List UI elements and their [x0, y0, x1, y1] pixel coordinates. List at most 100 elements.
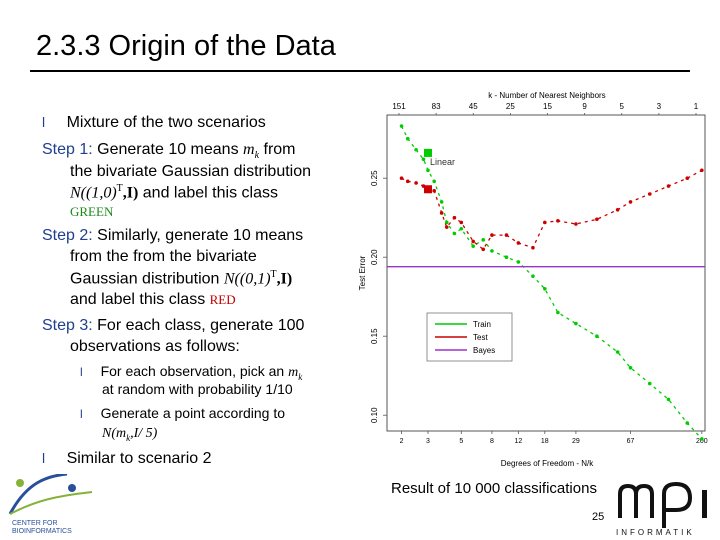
test-point [666, 184, 671, 188]
logo-text: INFORMATIK [616, 528, 695, 537]
sub2-line2: N(mk,I/ 5) [102, 424, 157, 443]
test-point [439, 211, 444, 215]
train-point [504, 255, 509, 259]
train-point [490, 249, 494, 253]
train-point [700, 437, 704, 441]
train-point [405, 136, 410, 141]
plot-frame [386, 114, 706, 432]
logo-swoosh [9, 491, 93, 515]
y-tick-label: 0.15 [370, 328, 379, 344]
series-layer [387, 124, 705, 441]
top-axis-title: k - Number of Nearest Neighbors [488, 91, 605, 100]
step2-line1: Step 2: Similarly, generate 10 means [42, 227, 303, 245]
test-point [481, 247, 486, 252]
test-point [685, 176, 690, 180]
x-tick-label: 2 [400, 438, 404, 445]
step2-line2: from the from the bivariate [70, 248, 257, 265]
knn-error-chart: k - Number of Nearest Neighbors 151 83 45 2… [358, 91, 708, 468]
step2-dist-i: ,I) [276, 270, 293, 288]
sub2-dist-rest: ,I/ 5) [130, 426, 158, 441]
train-point [421, 157, 426, 162]
step2-class-label: RED [209, 292, 236, 307]
chart-legend: Train Test Bayes [426, 312, 513, 362]
logo-dot [16, 479, 24, 487]
step2-line4: and label this class RED [70, 291, 236, 309]
step2-sup-t: T [270, 269, 277, 280]
bullet-item: l Similar to scenario 2 [42, 450, 212, 468]
step2-text-d: and label this class [70, 291, 210, 308]
step1-line1: Step 1: Generate 10 means mk from [42, 141, 296, 161]
train-point [595, 334, 599, 338]
test-point [399, 176, 404, 180]
train-point [666, 397, 671, 402]
step1-line3: N((1,0)T,I) and label this class [70, 183, 278, 202]
train-point [414, 147, 418, 152]
train-point [399, 124, 404, 128]
top-tick-label: 1 [694, 102, 699, 111]
test-point [595, 217, 599, 222]
test-point [405, 179, 410, 184]
bullet-item: l Mixture of the two scenarios [42, 114, 266, 132]
step2-text-c: Gaussian distribution [70, 270, 224, 288]
legend-label: Test [473, 333, 488, 342]
test-point [531, 245, 535, 250]
legend-label: Train [473, 320, 491, 329]
step1-var-m: m [243, 141, 255, 158]
logo-text: BIOINFORMATICS [12, 528, 72, 535]
test-point [700, 168, 704, 173]
sub1-line2: at random with probability 1/10 [102, 381, 293, 397]
step2-dist: N((0,1) [223, 270, 271, 288]
top-tick-label: 15 [543, 102, 552, 111]
train-point [615, 350, 620, 354]
x-tick-label: 8 [490, 438, 494, 445]
train-point [556, 310, 560, 315]
sub-bullet-2: l Generate a point according to [80, 405, 285, 421]
test-point [556, 219, 560, 223]
step1-line2: the bivariate Gaussian distribution [70, 163, 312, 180]
center-for-bioinformatics-logo: CENTER FOR BIOINFORMATICS [8, 474, 93, 535]
step3-text: For each class, generate 100 [97, 317, 305, 334]
top-tick-label: 151 [392, 102, 406, 111]
test-point [647, 192, 652, 196]
x-tick-label: 200 [696, 438, 708, 445]
step1-text: Generate 10 means [97, 141, 244, 158]
step1-sub-k: k [254, 150, 260, 162]
test-point [516, 241, 521, 245]
top-tick-label: 83 [432, 102, 441, 111]
x-tick-label: 67 [627, 438, 635, 445]
x-axis-label: Degrees of Freedom - N/k [501, 459, 594, 468]
train-point [516, 260, 521, 264]
train-point [459, 226, 464, 231]
step2-text: Similarly, generate 10 means [97, 227, 304, 244]
train-point [574, 321, 578, 326]
train-point [432, 179, 437, 184]
test-point [471, 239, 475, 244]
test-point [574, 222, 578, 226]
test-point [490, 233, 494, 237]
step1-label: Step 1: [42, 141, 93, 158]
top-tick-label: 3 [657, 102, 662, 111]
logo-swoosh [8, 474, 68, 515]
step3-label: Step 3: [42, 317, 93, 334]
logo-text: CENTER FOR [12, 520, 58, 527]
test-point [459, 220, 464, 225]
train-point [439, 200, 444, 204]
x-tick-label: 5 [459, 438, 463, 445]
step1-tail: and label this class [138, 184, 278, 202]
legend-label: Bayes [473, 346, 495, 355]
y-tick-label: 0.20 [370, 249, 379, 265]
top-tick-label: 45 [469, 102, 478, 111]
y-axis-label: Test Error [358, 255, 367, 290]
title-divider [30, 70, 690, 72]
logo-letter-p [662, 481, 693, 528]
bullet-text: Similar to scenario 2 [66, 450, 212, 467]
train-point [531, 274, 535, 278]
test-point [414, 181, 418, 185]
sub2-text: Generate a point according to [100, 405, 286, 421]
sub1-text: For each observation, pick an [100, 363, 289, 379]
logo-dot [68, 484, 76, 492]
x-tick-label: 12 [514, 438, 522, 445]
sub1-var-m: m [288, 365, 299, 380]
sub1-sub-k: k [298, 371, 303, 382]
step1-text-b: from [259, 141, 296, 158]
